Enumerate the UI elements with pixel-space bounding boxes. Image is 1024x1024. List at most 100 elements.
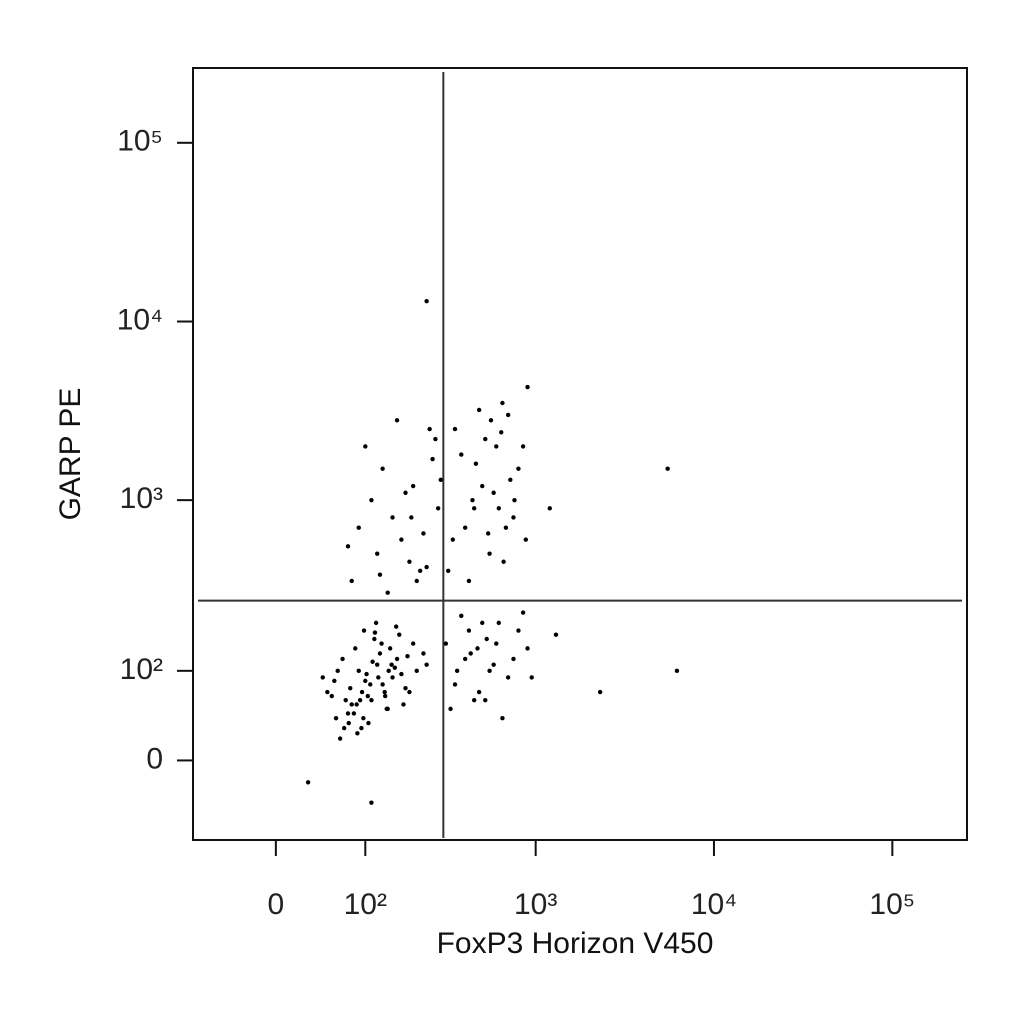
event-dot <box>484 636 489 642</box>
x-axis-label: FoxP3 Horizon V450 <box>437 927 714 960</box>
event-dot <box>363 444 368 449</box>
event-dot <box>325 689 330 695</box>
event-dot <box>368 682 373 687</box>
event-dot <box>390 675 395 680</box>
event-dot <box>354 702 359 707</box>
x-tick-label: 10⁵ <box>869 888 915 921</box>
event-dot <box>547 506 552 511</box>
event-dot <box>446 568 451 573</box>
event-dot <box>516 466 521 471</box>
event-dot <box>424 298 429 304</box>
event-dot <box>356 525 361 530</box>
event-dot <box>480 483 485 489</box>
event-dot <box>665 466 670 471</box>
event-dot <box>407 689 412 695</box>
event-dot <box>450 537 456 542</box>
event-dot <box>409 515 414 520</box>
event-dot <box>485 531 491 536</box>
event-dot <box>355 731 360 736</box>
event-dot <box>386 668 391 674</box>
event-dot <box>454 668 460 674</box>
event-dot <box>499 430 504 435</box>
event-dot <box>471 506 477 511</box>
event-dot <box>433 436 438 442</box>
event-dot <box>393 624 399 629</box>
event-dot <box>480 620 485 626</box>
event-dot <box>488 418 494 423</box>
event-dot <box>335 668 340 674</box>
event-dot <box>414 668 419 674</box>
event-dot <box>392 665 398 670</box>
event-dot <box>468 651 473 656</box>
event-dot <box>361 628 367 633</box>
event-dot <box>417 568 423 573</box>
event-dot <box>380 682 385 687</box>
event-dot <box>372 636 377 642</box>
event-dot <box>475 646 480 651</box>
event-dot <box>382 693 388 699</box>
event-dot <box>462 656 468 662</box>
event-dot <box>372 630 378 635</box>
event-dot <box>410 641 416 646</box>
event-dot <box>369 800 374 805</box>
event-dot <box>529 675 534 680</box>
event-dot <box>394 418 400 423</box>
event-dot <box>384 706 389 712</box>
event-dot <box>496 620 501 626</box>
event-dot <box>427 426 432 432</box>
event-dot <box>305 780 311 785</box>
event-dot <box>466 628 472 633</box>
event-dot <box>387 646 393 651</box>
event-dot <box>394 656 400 662</box>
event-dot <box>359 689 365 695</box>
event-dot <box>483 697 488 703</box>
event-dot <box>390 515 395 520</box>
event-dot <box>356 668 361 674</box>
event-dot <box>505 412 511 418</box>
plot-frame <box>192 67 968 841</box>
event-dot <box>403 490 408 495</box>
event-dot <box>470 497 475 503</box>
event-dot <box>340 656 345 662</box>
event-dot <box>500 400 505 406</box>
event-dot <box>370 659 375 664</box>
event-dot <box>424 564 429 570</box>
event-dot <box>512 497 517 503</box>
event-dot <box>516 628 521 633</box>
event-dot <box>597 689 603 695</box>
event-dot <box>366 720 371 726</box>
y-tick-label: 10² <box>120 653 163 686</box>
event-dot <box>329 693 334 699</box>
event-dot <box>332 678 337 684</box>
event-dot <box>487 668 492 674</box>
event-dot <box>343 697 348 703</box>
event-dot <box>483 436 488 442</box>
event-dot <box>435 506 441 511</box>
y-tick-label: 0 <box>146 742 163 775</box>
event-dot <box>421 651 426 656</box>
y-axis-label: GARP PE <box>54 388 87 521</box>
event-dot <box>410 483 416 489</box>
event-dot <box>511 656 516 662</box>
event-dot <box>361 716 366 721</box>
event-dot <box>459 452 464 457</box>
event-dot <box>421 531 426 536</box>
event-dot <box>476 689 482 695</box>
event-dot <box>491 662 496 667</box>
event-dot <box>462 525 468 530</box>
event-dot <box>496 506 501 511</box>
event-dot <box>520 444 526 449</box>
event-dot <box>505 675 511 680</box>
event-dot <box>376 675 381 680</box>
event-dot <box>520 610 526 615</box>
event-dot <box>333 716 339 721</box>
x-tick-label: 10² <box>344 888 387 921</box>
event-dot <box>375 662 380 667</box>
event-dot <box>353 646 358 651</box>
event-dot <box>365 693 371 699</box>
event-dot <box>357 697 363 703</box>
event-dot <box>438 477 443 483</box>
event-dot <box>345 711 351 716</box>
event-dot <box>448 706 453 712</box>
event-dot <box>459 613 464 619</box>
